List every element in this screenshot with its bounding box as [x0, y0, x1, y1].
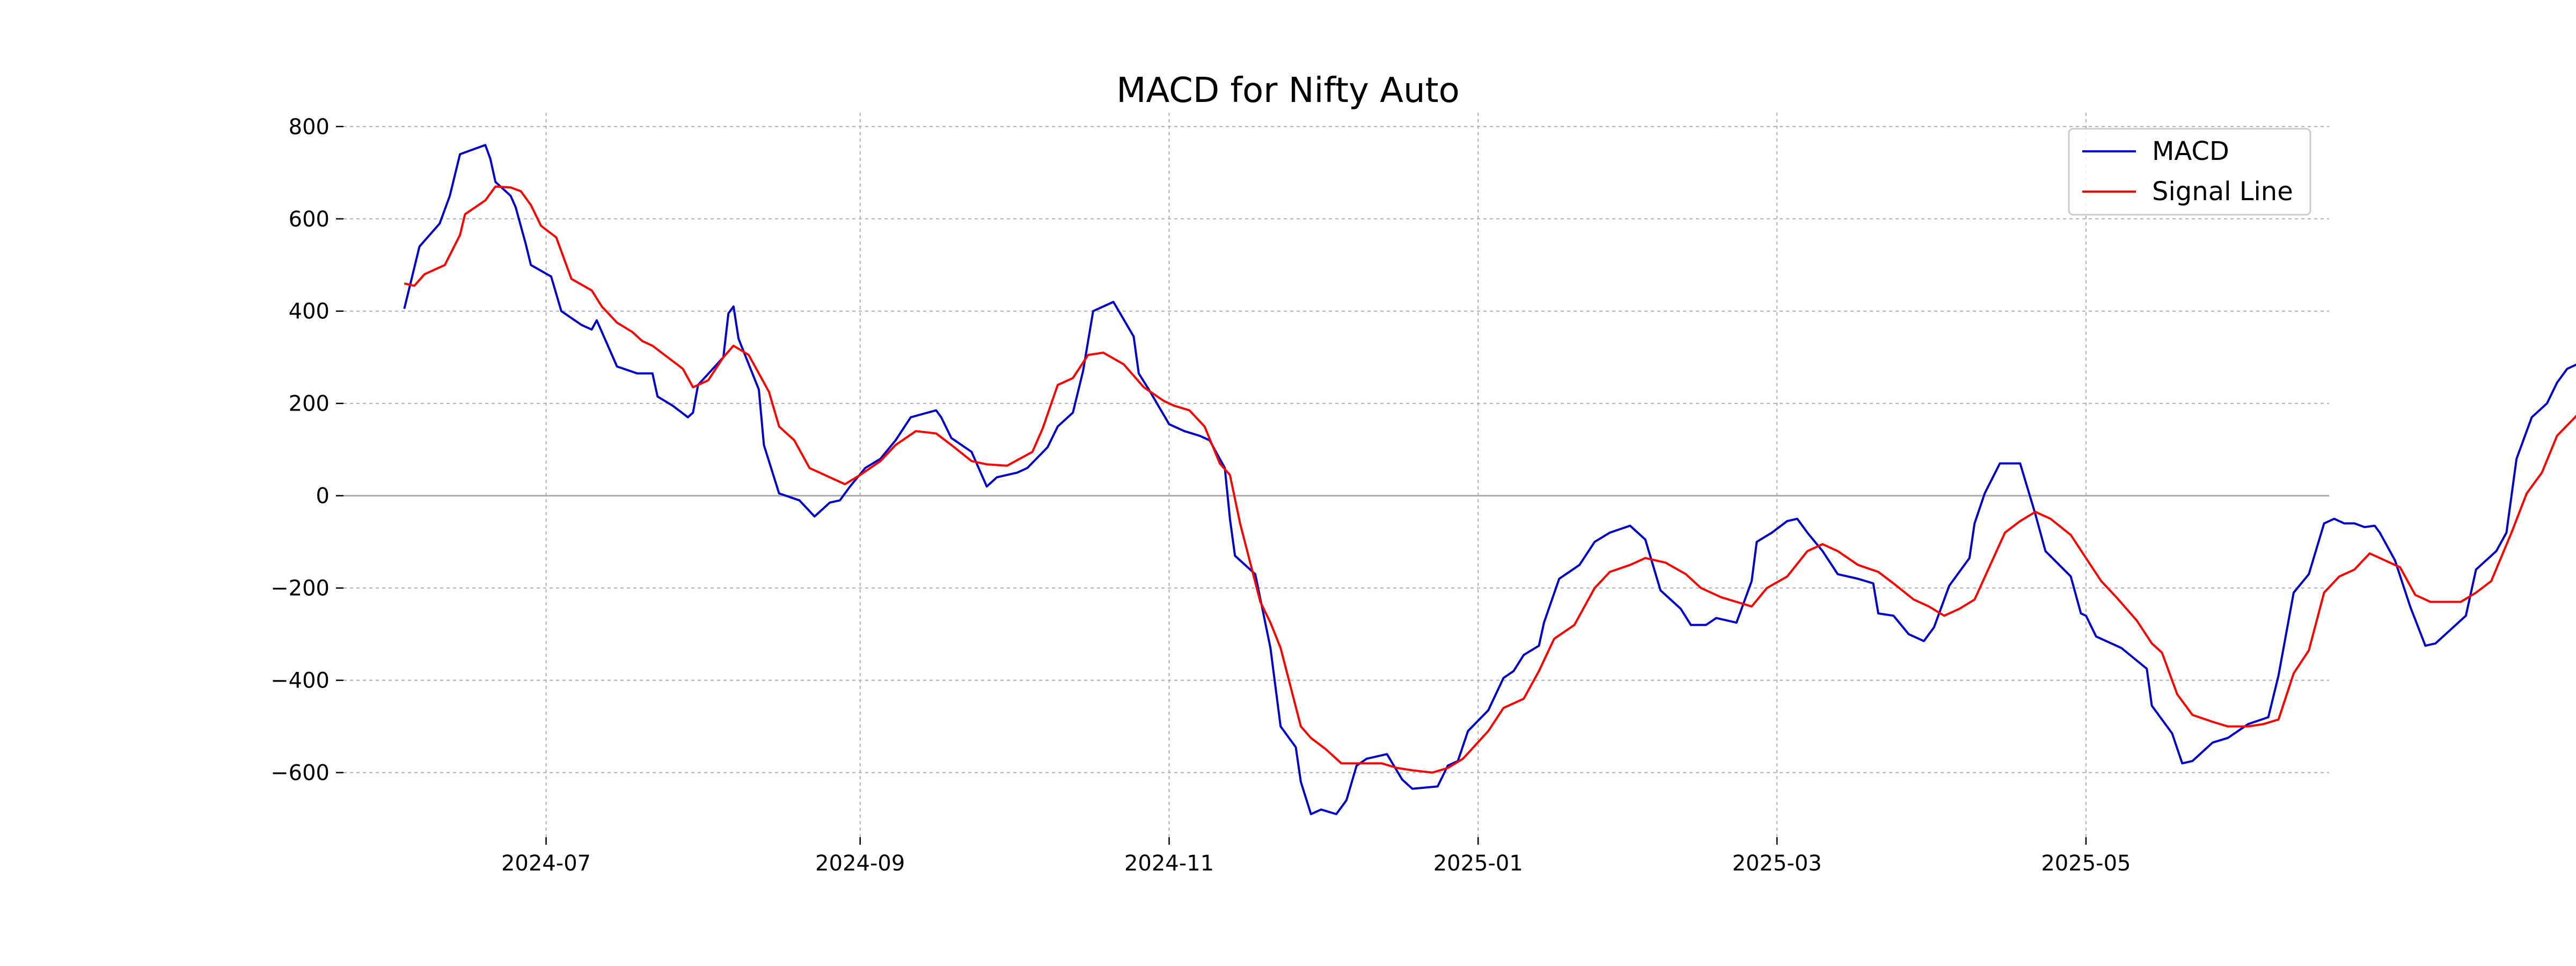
y-grid	[343, 126, 2329, 773]
legend: MACD Signal Line	[2068, 128, 2311, 216]
series-line-signal-line	[404, 185, 2576, 774]
y-tick-label: 600	[289, 207, 330, 232]
y-tick-label: −600	[270, 761, 330, 786]
y-tick-label: −400	[270, 669, 330, 693]
legend-label-macd: MACD	[2152, 136, 2229, 166]
y-tick-label: 800	[289, 115, 330, 140]
x-tick-label: 2024-07	[501, 851, 591, 876]
series-line-macd	[403, 144, 2576, 815]
chart-title: MACD for Nifty Auto	[1116, 71, 1460, 111]
x-tick-label: 2024-11	[1124, 851, 1214, 876]
y-tick-label: 200	[289, 392, 330, 416]
y-tick-label: 0	[316, 484, 330, 509]
x-axis: 2024-07 2024-09 2024-11 2025-01 2025-03 2025-…	[501, 837, 2131, 876]
x-tick-label: 2025-01	[1433, 851, 1523, 876]
y-axis: 800 600 400 200 0 −200 −400 −600	[270, 115, 343, 786]
legend-label-signal-line: Signal Line	[2152, 177, 2293, 207]
y-tick-label: −200	[270, 576, 330, 601]
x-tick-label: 2025-03	[1732, 851, 1822, 876]
y-tick-label: 400	[289, 299, 330, 324]
series-layer	[403, 144, 2576, 815]
x-tick-label: 2025-05	[2041, 851, 2131, 876]
x-tick-label: 2024-09	[815, 851, 905, 876]
